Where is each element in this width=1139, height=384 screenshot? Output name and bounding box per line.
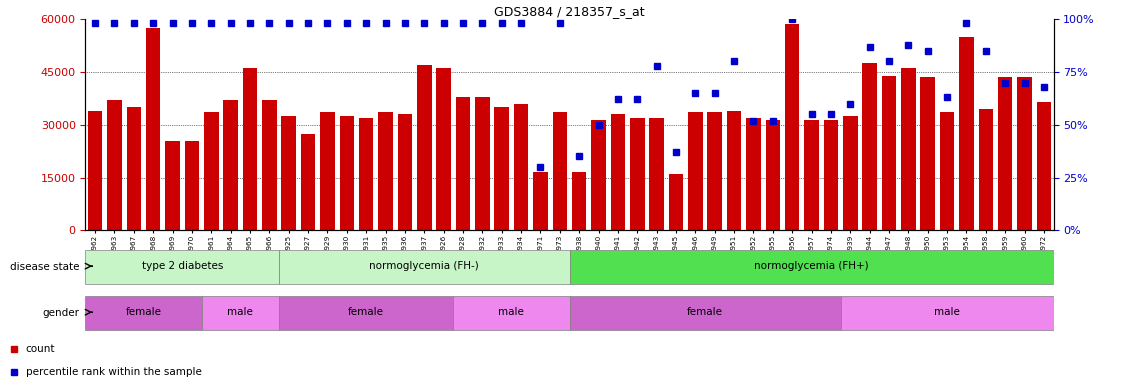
Bar	[669, 174, 683, 230]
Text: type 2 diabetes: type 2 diabetes	[141, 261, 223, 271]
Text: count: count	[25, 344, 55, 354]
Bar	[841, 296, 1054, 330]
Bar	[301, 134, 316, 230]
Bar	[688, 113, 703, 230]
Bar	[533, 172, 548, 230]
Bar	[649, 118, 664, 230]
Bar	[279, 250, 570, 284]
Bar	[204, 113, 219, 230]
Bar	[570, 250, 1054, 284]
Bar	[823, 119, 838, 230]
Bar	[262, 100, 277, 230]
Bar	[185, 141, 199, 230]
Bar	[279, 296, 453, 330]
Bar	[85, 250, 279, 284]
Bar	[107, 100, 122, 230]
Bar	[436, 68, 451, 230]
Text: male: male	[499, 307, 524, 317]
Bar	[281, 116, 296, 230]
Text: percentile rank within the sample: percentile rank within the sample	[25, 366, 202, 377]
Bar	[940, 113, 954, 230]
Bar	[1017, 77, 1032, 230]
Bar	[417, 65, 432, 230]
Bar	[804, 119, 819, 230]
Text: female: female	[687, 307, 723, 317]
Text: gender: gender	[43, 308, 80, 318]
Bar	[494, 107, 509, 230]
Bar	[746, 118, 761, 230]
Text: female: female	[349, 307, 384, 317]
Bar	[882, 76, 896, 230]
Bar	[339, 116, 354, 230]
Bar	[785, 25, 800, 230]
Bar	[223, 100, 238, 230]
Text: normoglycemia (FH-): normoglycemia (FH-)	[369, 261, 480, 271]
Bar	[88, 111, 103, 230]
Text: disease state: disease state	[10, 262, 80, 272]
Bar	[202, 296, 279, 330]
Bar	[359, 118, 374, 230]
Bar	[765, 119, 780, 230]
Bar	[591, 119, 606, 230]
Bar	[998, 77, 1013, 230]
Text: male: male	[934, 307, 960, 317]
Bar	[630, 118, 645, 230]
Bar	[514, 104, 528, 230]
Bar	[727, 111, 741, 230]
Bar	[611, 114, 625, 230]
Bar	[901, 68, 916, 230]
Bar	[146, 28, 161, 230]
Bar	[572, 172, 587, 230]
Bar	[552, 113, 567, 230]
Bar	[959, 37, 974, 230]
Bar	[570, 296, 841, 330]
Bar	[1036, 102, 1051, 230]
Bar	[243, 68, 257, 230]
Bar	[456, 97, 470, 230]
Text: normoglycemia (FH+): normoglycemia (FH+)	[754, 261, 869, 271]
Bar	[165, 141, 180, 230]
Bar	[862, 63, 877, 230]
Bar	[378, 113, 393, 230]
Text: female: female	[125, 307, 162, 317]
Bar	[85, 296, 202, 330]
Bar	[843, 116, 858, 230]
Bar	[320, 113, 335, 230]
Bar	[126, 107, 141, 230]
Text: male: male	[228, 307, 253, 317]
Bar	[920, 77, 935, 230]
Bar	[978, 109, 993, 230]
Bar	[398, 114, 412, 230]
Title: GDS3884 / 218357_s_at: GDS3884 / 218357_s_at	[494, 5, 645, 18]
Bar	[707, 113, 722, 230]
Bar	[453, 296, 570, 330]
Bar	[475, 97, 490, 230]
